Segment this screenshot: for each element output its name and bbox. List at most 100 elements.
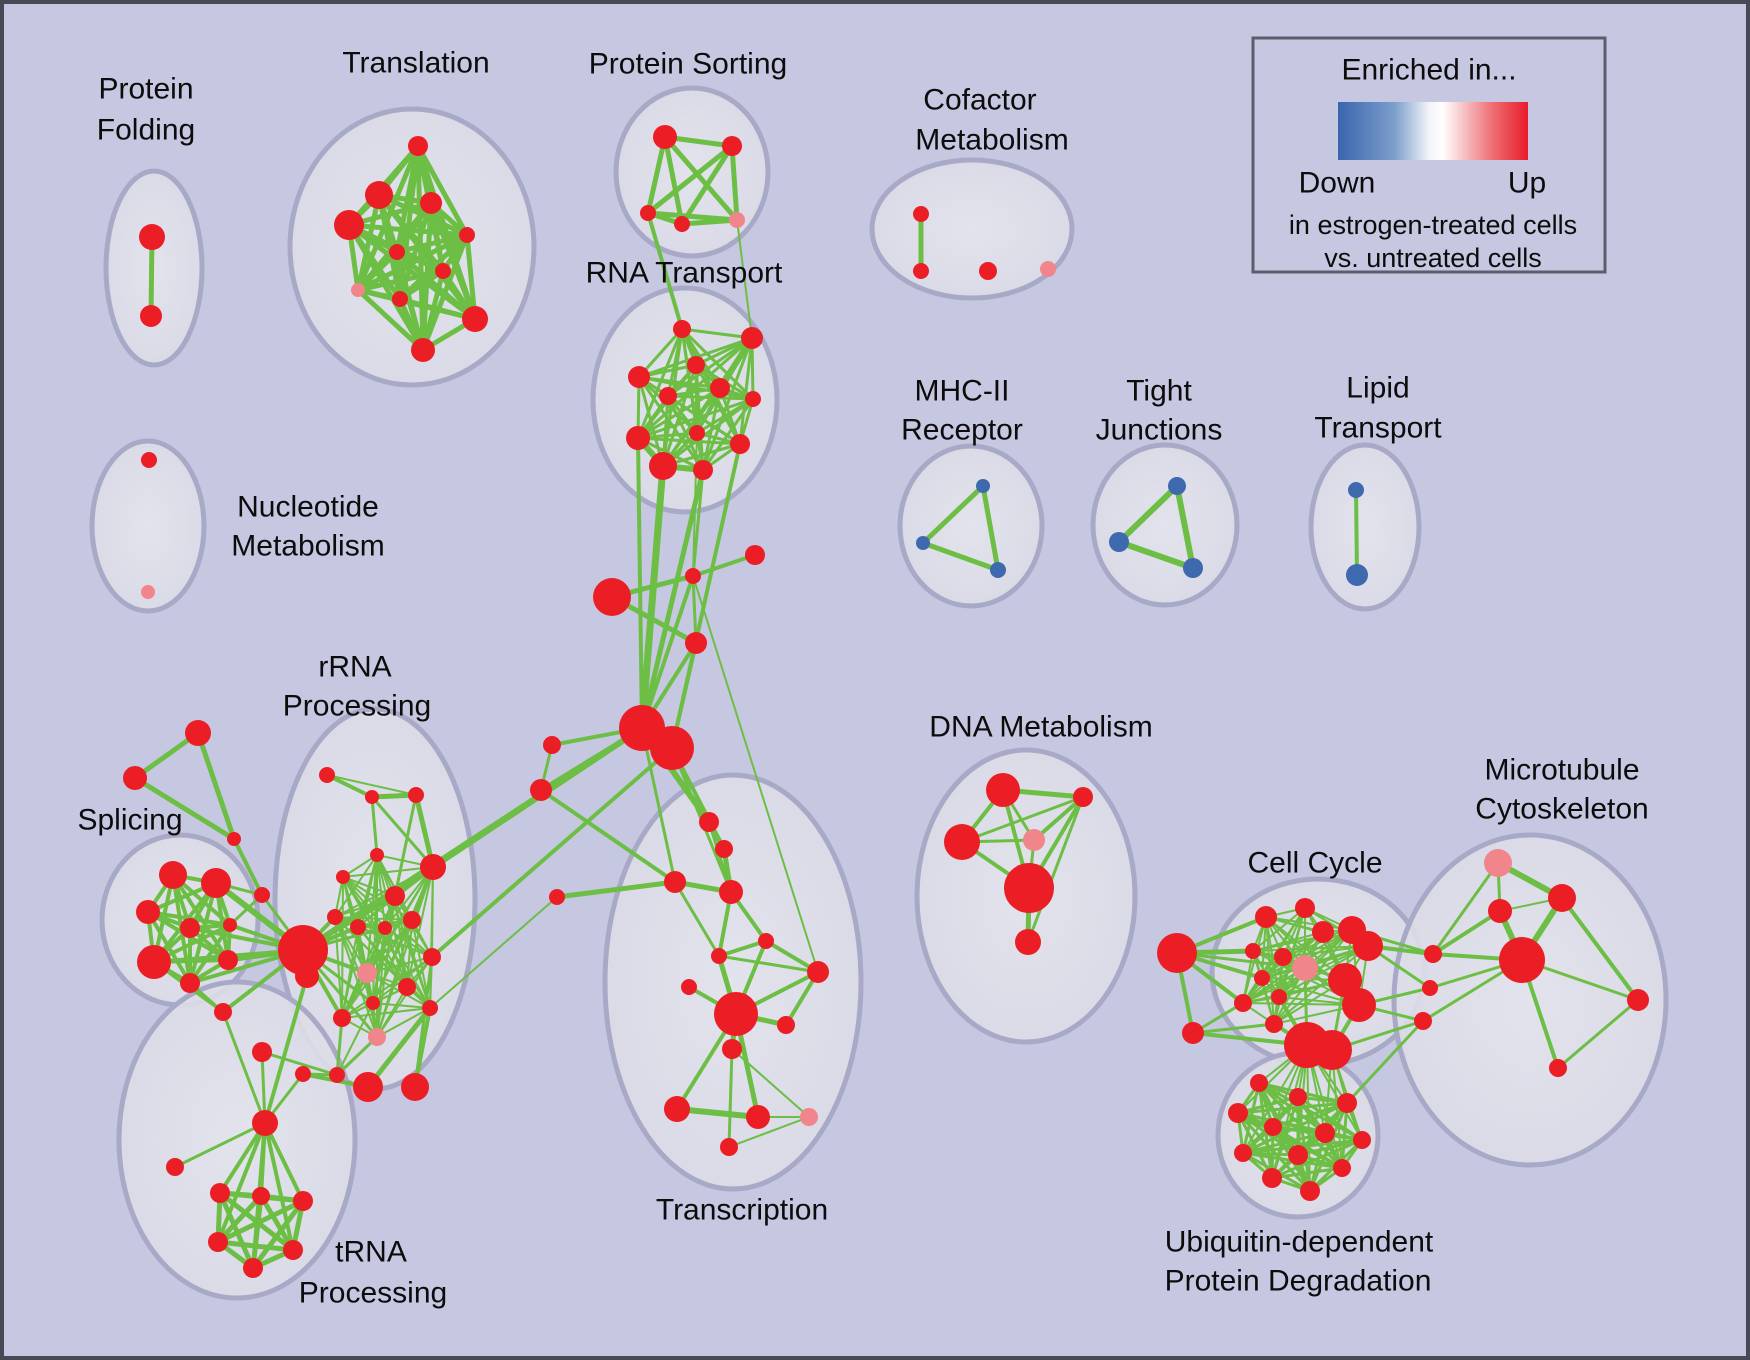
gene-set-node-mh2: [916, 536, 930, 550]
edge-tn3-tn4: [215, 1198, 306, 1245]
gene-set-node-x11: [777, 1016, 795, 1034]
edge-x12-x15: [731, 1048, 810, 1118]
edge-n6-n11: [661, 386, 722, 468]
edge-r18-r19: [341, 1007, 431, 1019]
edge-lp1-lp2: [1354, 488, 1359, 577]
gene-set-node-t3: [227, 832, 241, 846]
gene-set-node-c2: [685, 568, 701, 584]
cluster-label-text: Processing: [283, 690, 431, 723]
cluster-ellipse-protein-sorting: [613, 85, 771, 259]
edge-tn3-tn6: [250, 1198, 306, 1271]
gene-set-node-c4: [685, 632, 707, 654]
cluster-label-text: Translation: [342, 47, 489, 80]
edge-r7-r15: [406, 866, 434, 988]
gene-set-node-m2: [1548, 884, 1576, 912]
legend-gradient-bar: [1338, 102, 1528, 160]
gene-set-node-tn1: [210, 1183, 230, 1203]
gene-set-node-s7: [180, 973, 200, 993]
gene-set-node-cc9: [1254, 970, 1270, 986]
cluster-label-text: Folding: [97, 114, 195, 147]
gene-set-node-ps3: [640, 205, 656, 221]
edge-cc8-cc11: [1278, 945, 1369, 998]
cluster-label-text: Metabolism: [231, 530, 384, 563]
gene-set-node-n10: [730, 434, 750, 454]
legend-down-label: Down: [1299, 167, 1376, 200]
edge-s1-s8: [171, 873, 230, 962]
edge-r22-r20: [260, 1050, 339, 1077]
gene-set-node-u5: [1264, 1118, 1282, 1136]
gene-set-node-cc12: [1234, 994, 1252, 1012]
gene-set-node-x12: [722, 1039, 742, 1059]
gene-set-node-tn2: [252, 1187, 270, 1205]
gene-set-node-m1: [1484, 849, 1512, 877]
gene-set-node-r21: [353, 1072, 383, 1102]
edge-r9-r19: [341, 926, 359, 1019]
gene-set-node-s10: [214, 1003, 232, 1021]
edge-tl6-tl7: [394, 249, 446, 274]
gene-set-node-c3: [745, 545, 765, 565]
edge-u2-u4: [1236, 1095, 1300, 1115]
edge-r3-r6: [393, 793, 418, 898]
gene-set-node-rc1: [1422, 980, 1438, 996]
gene-set-node-tl2: [365, 181, 393, 209]
cluster-ellipse-lipid-transport: [1308, 442, 1422, 612]
legend-caption-line1: in estrogen-treated cells: [1289, 210, 1577, 240]
edge-n4-n7: [637, 375, 755, 401]
edge-m2-m6: [1560, 896, 1640, 1002]
gene-set-node-u3: [1337, 1093, 1357, 1113]
gene-set-node-n7: [745, 391, 761, 407]
gene-set-node-m5: [1424, 945, 1442, 963]
gene-set-node-s2: [201, 868, 231, 898]
edge-th-tn1: [218, 1121, 267, 1195]
edge-d2-d6: [1026, 795, 1085, 944]
gene-set-node-s6: [137, 945, 171, 979]
edge-n1-n2: [680, 327, 754, 340]
edge-r8-r19: [334, 916, 343, 1019]
cluster-label-text: Transcription: [656, 1194, 828, 1227]
gene-set-node-p2: [368, 1028, 386, 1046]
gene-set-node-r16: [366, 996, 380, 1010]
gene-set-node-r18: [422, 1000, 438, 1016]
gene-set-node-cc5: [1245, 943, 1261, 959]
cluster-label-text: Tight: [1126, 375, 1192, 408]
edge-th-tn5: [263, 1121, 295, 1252]
cluster-label-text: Transport: [1314, 412, 1442, 445]
edge-r21-r18: [365, 1005, 433, 1090]
edge-t2-t3: [132, 775, 237, 842]
gene-set-node-cc10: [1328, 963, 1362, 997]
cluster-label-text: DNA Metabolism: [929, 711, 1152, 744]
edge-mh1-mh2: [920, 483, 986, 546]
cluster-ellipse-trna-processing: [116, 979, 358, 1301]
gene-set-node-mh1: [976, 479, 990, 493]
edge-cc5-cc8: [1252, 945, 1369, 952]
edge-tn2-tn4: [215, 1193, 264, 1245]
cluster-label-text: RNA Transport: [586, 257, 783, 290]
edge-c2-x8: [692, 575, 819, 973]
edge-n7-n12: [701, 397, 755, 472]
gene-set-node-n4: [628, 366, 650, 388]
gene-set-node-nm2: [141, 585, 155, 599]
edge-mh2-mh3: [920, 540, 1001, 573]
gene-set-node-x13: [664, 1096, 690, 1122]
edge-ps5-n2: [736, 219, 753, 339]
gene-set-node-h2: [295, 964, 319, 988]
edge-n9-n10: [636, 436, 742, 446]
cluster-label-text: Protein: [98, 73, 193, 106]
gene-set-node-n9: [626, 426, 650, 450]
edge-tl7-tl9: [397, 268, 446, 302]
gene-set-node-tl5: [459, 227, 475, 243]
edge-x15-x16: [728, 1116, 810, 1148]
gene-set-node-x14: [746, 1105, 770, 1129]
cluster-label-text: tRNA: [335, 1236, 407, 1269]
edge-ps2-ps3: [645, 143, 735, 216]
gene-set-node-cc7: [1292, 955, 1318, 981]
gene-set-node-d2: [1073, 787, 1093, 807]
edge-c8-x3: [539, 788, 677, 884]
gene-set-node-tn4: [208, 1232, 228, 1252]
gene-set-node-x1: [699, 812, 719, 832]
gene-set-node-x10: [714, 992, 758, 1036]
gene-set-node-tn0: [166, 1158, 184, 1176]
legend-caption-line2: vs. untreated cells: [1324, 243, 1542, 273]
edge-n1-n7: [680, 327, 755, 401]
